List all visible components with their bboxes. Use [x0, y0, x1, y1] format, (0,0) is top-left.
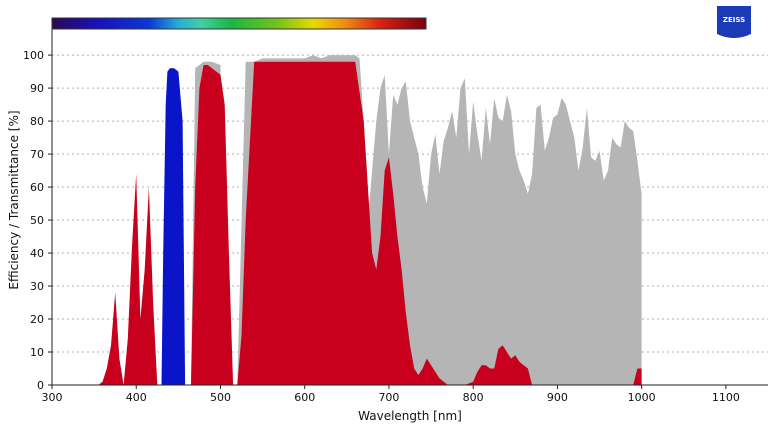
gridlines: [52, 54, 768, 353]
y-tick-label: 70: [30, 148, 44, 161]
y-tick-label: 100: [23, 49, 44, 62]
x-tick-label: 900: [547, 391, 568, 404]
y-tick-label: 30: [30, 280, 44, 293]
x-tick-label: 600: [294, 391, 315, 404]
series-area-2: [161, 68, 187, 386]
x-tick-label: 500: [210, 391, 231, 404]
y-tick-label: 60: [30, 181, 44, 194]
tick-labels: 300 400 500 600 700 800 900 1000 1100 0 10 20 30 40 50…: [23, 49, 740, 404]
x-tick-label: 1100: [712, 391, 740, 404]
axes: [48, 28, 768, 389]
y-tick-label: 10: [30, 346, 44, 359]
y-axis-title: Efficiency / Transmittance [%]: [7, 110, 21, 289]
y-tick-label: 0: [37, 379, 44, 392]
zeiss-logo: ZEISS: [717, 6, 751, 38]
series-area-1: [98, 61, 642, 385]
x-tick-label: 1000: [628, 391, 656, 404]
x-tick-label: 300: [42, 391, 63, 404]
x-tick-label: 400: [126, 391, 147, 404]
zeiss-logo-shape: [717, 6, 751, 38]
x-tick-label: 700: [378, 391, 399, 404]
y-tick-label: 50: [30, 214, 44, 227]
y-tick-label: 90: [30, 82, 44, 95]
series-layer: [94, 55, 642, 386]
spectrum-colorbar: [51, 17, 427, 30]
y-tick-label: 80: [30, 115, 44, 128]
x-tick-label: 800: [463, 391, 484, 404]
zeiss-logo-text: ZEISS: [723, 16, 745, 24]
x-axis-title: Wavelength [nm]: [358, 409, 462, 423]
y-tick-label: 20: [30, 313, 44, 326]
y-tick-label: 40: [30, 247, 44, 260]
